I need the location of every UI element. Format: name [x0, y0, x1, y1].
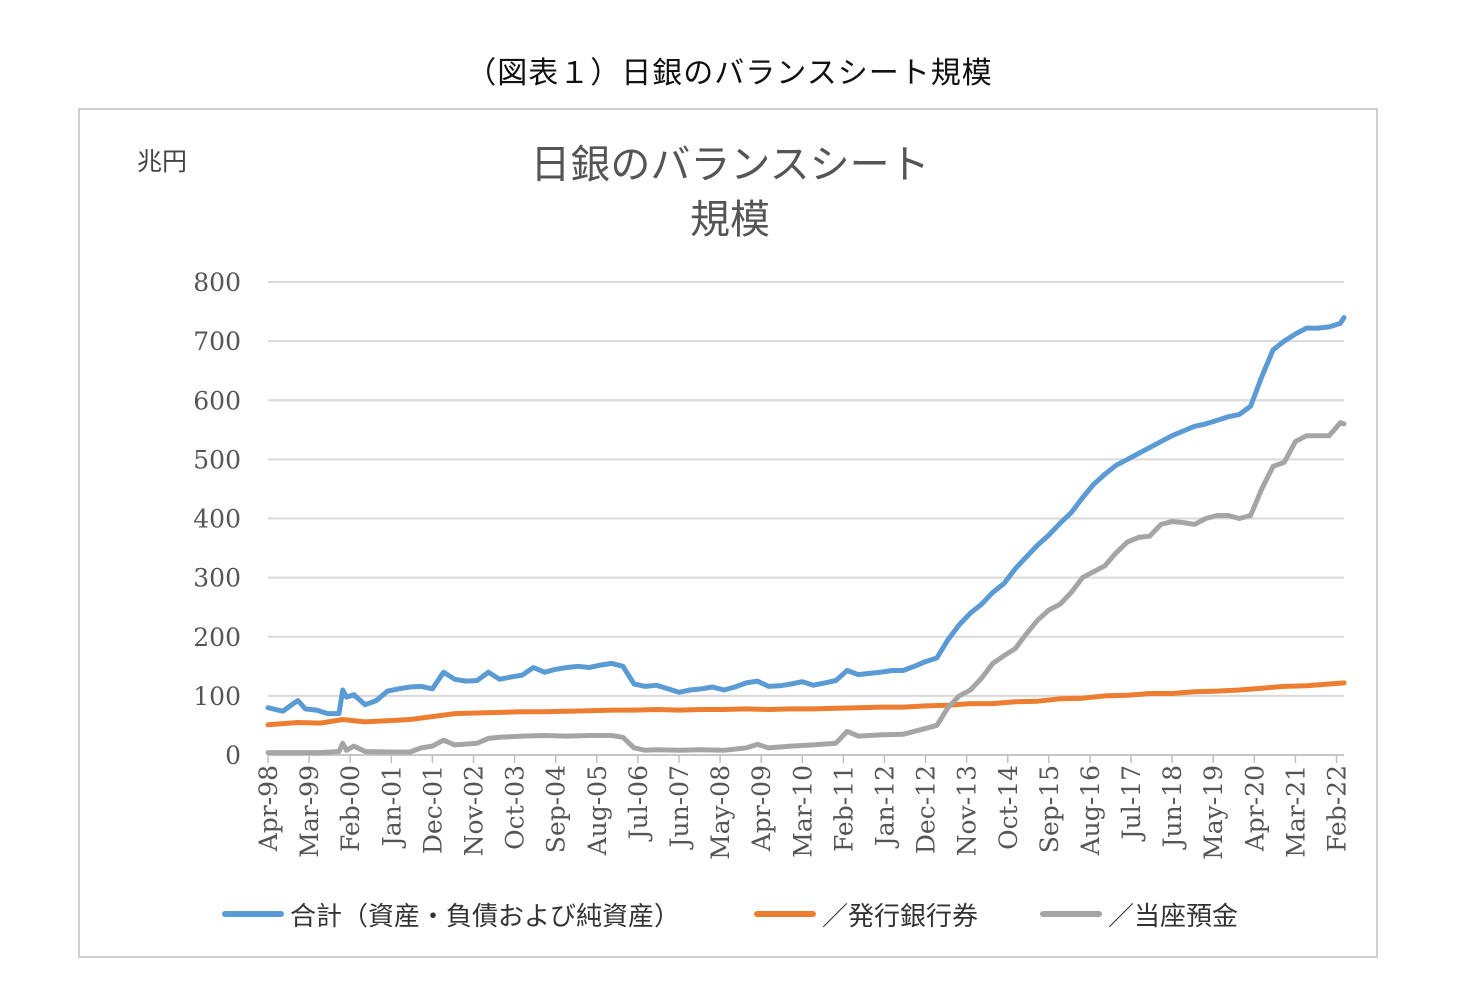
- legend-label-current-deposits: ／当座預金: [1108, 901, 1239, 932]
- x-tick-label: May-19: [1199, 765, 1228, 860]
- x-tick-label: Jan-01: [377, 765, 406, 849]
- y-tick-label: 200: [193, 623, 241, 652]
- x-tick-label: Mar-21: [1281, 765, 1310, 858]
- series-line-0: [265, 315, 1347, 717]
- legend-label-total: 合計（資産・負債および純資産）: [290, 901, 681, 932]
- x-tick-label: May-08: [706, 765, 735, 860]
- x-tick-label: Oct-14: [994, 765, 1023, 850]
- x-tick-label: Feb-11: [829, 765, 858, 852]
- x-tick-label: Apr-98: [254, 765, 283, 852]
- chart-frame: [78, 108, 1378, 958]
- x-tick-label: Feb-00: [336, 765, 365, 852]
- series-line-1: [265, 680, 1347, 728]
- y-tick-label: 700: [193, 327, 241, 356]
- unit-label: 兆円: [137, 147, 188, 176]
- y-tick-label: 100: [193, 682, 241, 711]
- x-tick-label: Nov-13: [953, 765, 982, 856]
- legend-label-banknotes: ／発行銀行券: [822, 901, 979, 932]
- x-tick-label: Dec-12: [912, 765, 941, 854]
- x-tick-label: Oct-03: [501, 765, 530, 850]
- x-tick-label: Nov-02: [459, 765, 488, 856]
- x-tick-label: Mar-10: [788, 765, 817, 858]
- x-tick-label: Sep-15: [1035, 765, 1064, 853]
- y-tick-label: 0: [225, 741, 241, 770]
- x-tick-label: Mar-99: [295, 765, 324, 858]
- legend-swatch-banknotes: [754, 911, 816, 917]
- legend-swatch-current-deposits: [1040, 911, 1102, 917]
- legend-item-banknotes: ／発行銀行券: [754, 896, 978, 932]
- y-tick-label: 400: [193, 505, 241, 534]
- legend-item-total: 合計（資産・負債および純資産）: [222, 896, 680, 932]
- x-tick-label: Jun-18: [1158, 765, 1187, 850]
- legend-swatch-total: [222, 911, 284, 917]
- x-tick-label: Jan-12: [870, 765, 899, 849]
- chart-title-line1: 日銀のバランスシート: [530, 142, 930, 188]
- x-tick-label: Feb-22: [1323, 765, 1352, 852]
- x-tick-label: Jul-17: [1117, 765, 1146, 842]
- chart-title-line2: 規模: [690, 197, 770, 243]
- x-tick-label: Dec-01: [418, 765, 447, 854]
- figure-caption: （図表１）日銀のバランスシート規模: [466, 56, 993, 91]
- x-tick-label: Jun-07: [665, 765, 694, 850]
- x-tick-label: Apr-20: [1240, 765, 1269, 852]
- y-tick-label: 600: [193, 386, 241, 415]
- y-tick-label: 500: [193, 445, 241, 474]
- series-line-2: [265, 420, 1347, 756]
- x-tick-label: Sep-04: [542, 765, 571, 853]
- y-tick-label: 800: [193, 268, 241, 297]
- y-tick-label: 300: [193, 564, 241, 593]
- x-tick-label: Jul-06: [624, 765, 653, 842]
- x-tick-label: Aug-16: [1076, 765, 1105, 856]
- x-tick-label: Apr-09: [747, 765, 776, 852]
- x-tick-label: Aug-05: [583, 765, 612, 856]
- legend-item-current-deposits: ／当座預金: [1040, 896, 1238, 932]
